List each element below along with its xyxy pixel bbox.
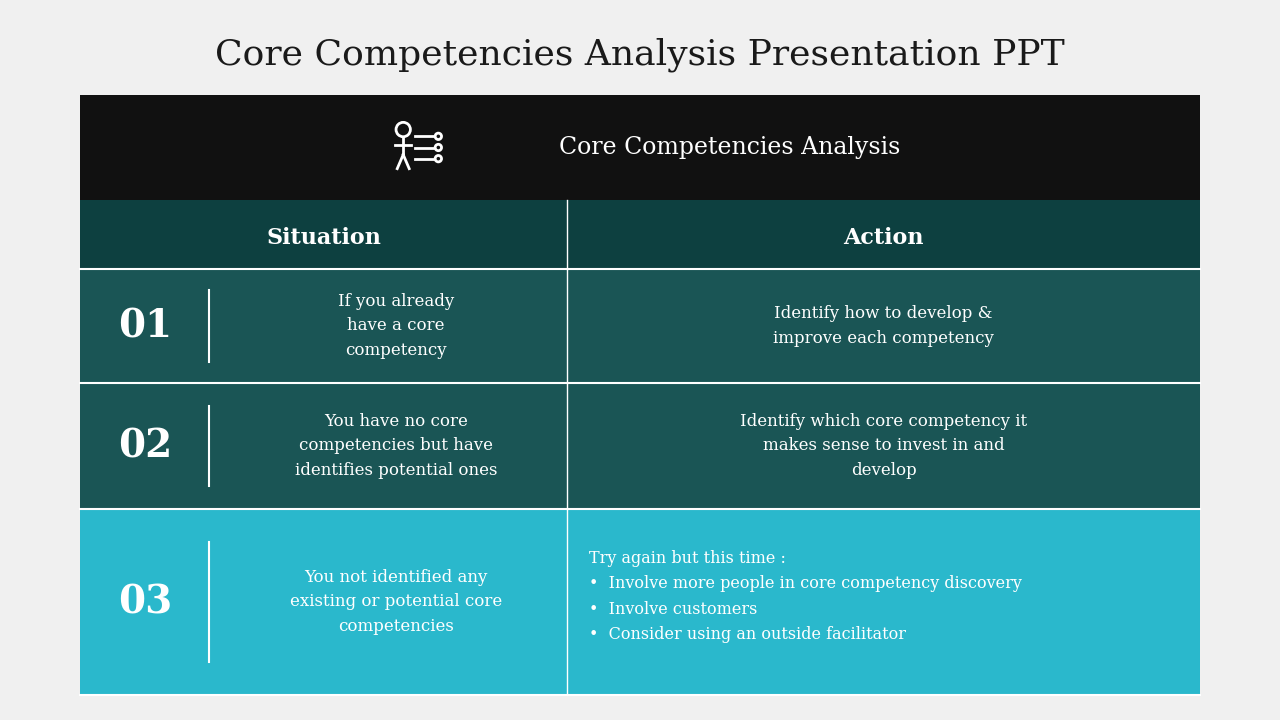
Text: Situation: Situation [266, 227, 381, 249]
Text: Try again but this time :
•  Involve more people in core competency discovery
• : Try again but this time : • Involve more… [589, 550, 1021, 643]
Bar [79, 200, 1201, 269]
Text: You have no core
competencies but have
identifies potential ones: You have no core competencies but have i… [294, 413, 497, 480]
Text: Identify which core competency it
makes sense to invest in and
develop: Identify which core competency it makes … [740, 413, 1027, 480]
Bar [79, 95, 1201, 200]
Text: 01: 01 [118, 307, 172, 345]
Bar [79, 269, 1201, 383]
Bar [79, 383, 1201, 509]
Text: 03: 03 [118, 583, 172, 621]
Bar [79, 509, 1201, 695]
Text: You not identified any
existing or potential core
competencies: You not identified any existing or poten… [289, 569, 502, 635]
Text: 02: 02 [118, 427, 172, 465]
Text: Identify how to develop &
improve each competency: Identify how to develop & improve each c… [773, 305, 995, 347]
Text: If you already
have a core
competency: If you already have a core competency [338, 293, 454, 359]
Text: Core Competencies Analysis: Core Competencies Analysis [559, 136, 900, 159]
Text: Core Competencies Analysis Presentation PPT: Core Competencies Analysis Presentation … [215, 37, 1065, 72]
Text: Action: Action [844, 227, 924, 249]
